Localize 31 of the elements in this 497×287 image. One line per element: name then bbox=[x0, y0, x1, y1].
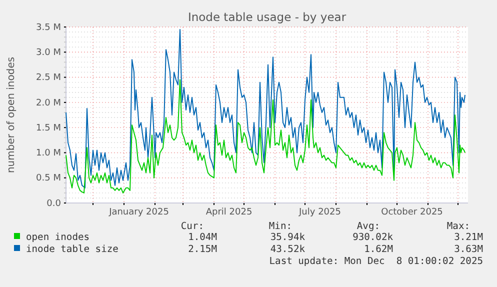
y-tick-label: 1.5 M bbox=[36, 123, 61, 134]
chart-title: Inode table usage - by year bbox=[188, 10, 346, 24]
y-tick-label: 0.0 bbox=[46, 198, 62, 209]
text: 1.62M bbox=[364, 244, 394, 255]
text: 3.21M bbox=[454, 232, 484, 243]
legend-label: inode table size bbox=[26, 244, 119, 255]
text: 930.02k bbox=[352, 232, 394, 243]
text: Min: bbox=[268, 221, 292, 232]
y-axis-title: number of open inodes bbox=[6, 56, 17, 174]
text: Max: bbox=[446, 221, 470, 232]
text: 3.63M bbox=[454, 244, 484, 255]
x-tick-label: April 2025 bbox=[206, 207, 252, 218]
x-tick-label: October 2025 bbox=[381, 207, 443, 218]
y-tick-label: 2.5 M bbox=[36, 73, 61, 84]
x-tick-label: January 2025 bbox=[108, 207, 169, 218]
y-tick-label: 3.0 M bbox=[36, 48, 61, 58]
line-series bbox=[66, 29, 466, 188]
legend-label: open inodes bbox=[26, 232, 90, 243]
text: 43.52k bbox=[270, 244, 306, 255]
text: Avg: bbox=[356, 221, 380, 232]
text: 35.94k bbox=[270, 232, 306, 243]
x-tick-label: July 2025 bbox=[298, 207, 341, 218]
text: Last update: Mon Dec 8 01:00:02 2025 bbox=[269, 256, 483, 267]
y-tick-label: 1.0 M bbox=[36, 148, 61, 159]
y-tick-label: 2.0 M bbox=[36, 98, 61, 108]
y-tick-label: 0.5 M bbox=[36, 174, 61, 184]
text: 2.15M bbox=[188, 244, 218, 255]
line-series bbox=[66, 79, 466, 194]
text: Cur: bbox=[180, 221, 204, 232]
y-tick-label: 3.5 M bbox=[36, 22, 61, 33]
text: 1.04M bbox=[188, 232, 218, 243]
